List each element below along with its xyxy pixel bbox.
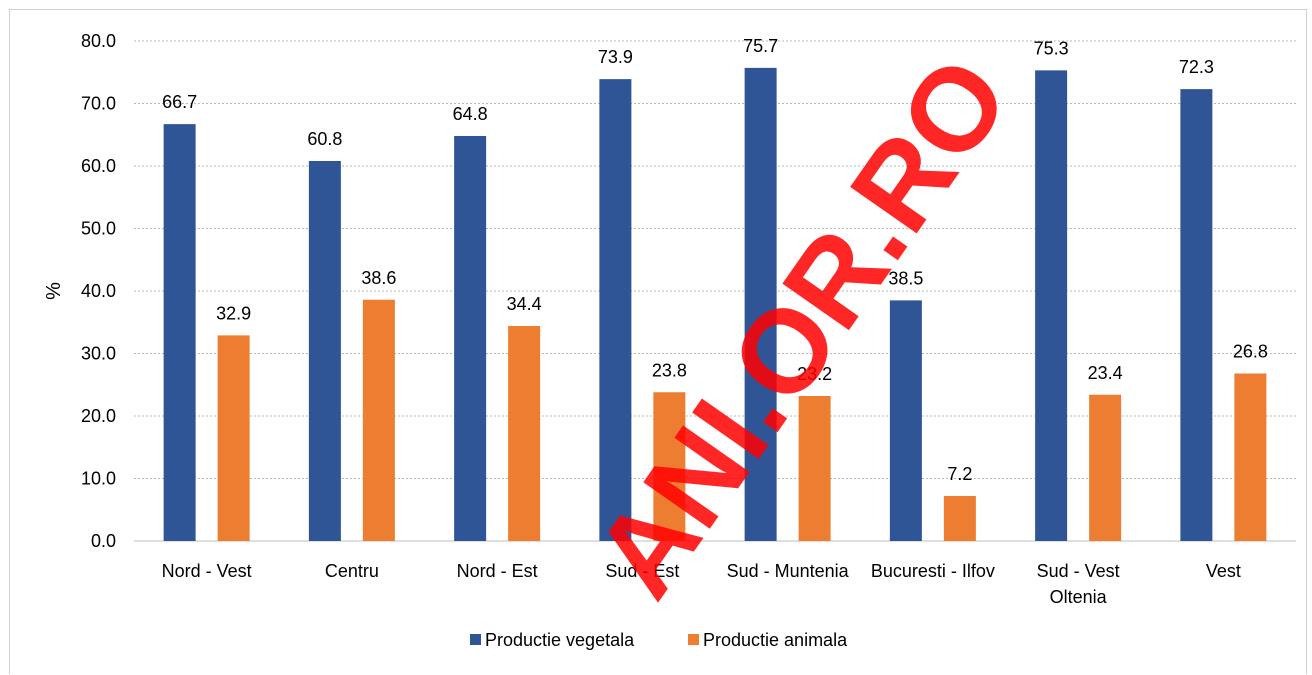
bar-animala [943,496,976,541]
bar-vegetala [744,67,777,541]
bar-animala [798,396,831,541]
data-label: 34.4 [507,294,542,314]
data-label: 38.5 [888,268,923,288]
bar-animala [217,335,250,541]
y-tick-label: 20.0 [81,406,116,426]
y-tick-label: 40.0 [81,281,116,301]
y-tick-label: 10.0 [81,469,116,489]
bar-vegetala [308,161,341,541]
y-tick-label: 30.0 [81,344,116,364]
data-label: 60.8 [307,129,342,149]
bar-vegetala [1035,70,1068,541]
x-category-label: Nord - Vest [162,561,252,581]
data-label: 26.8 [1233,342,1268,362]
data-label: 73.9 [598,47,633,67]
y-tick-label: 60.0 [81,156,116,176]
data-label: 23.8 [652,360,687,380]
bar-vegetala [1180,89,1213,541]
bar-vegetala [454,136,487,541]
bar-animala [653,392,686,541]
legend-swatch-vegetala [470,634,481,645]
y-tick-label: 80.0 [81,31,116,51]
data-label: 32.9 [216,303,251,323]
bar-vegetala [599,79,632,541]
data-label: 75.3 [1034,38,1069,58]
bar-vegetala [163,124,196,541]
legend-label: Productie vegetala [485,630,635,650]
x-category-label: Oltenia [1050,587,1108,607]
data-label: 72.3 [1179,57,1214,77]
bar-animala [1234,373,1267,541]
y-tick-label: 70.0 [81,94,116,114]
data-label: 7.2 [947,464,972,484]
data-label: 66.7 [162,92,197,112]
x-category-label: Sud - Muntenia [727,561,850,581]
x-category-label: Bucuresti - Ilfov [871,561,995,581]
legend-swatch-animala [688,634,699,645]
data-label: 75.7 [743,36,778,56]
chart-frame [9,9,1307,674]
x-category-label: Sud - Vest [1037,561,1120,581]
x-category-label: Centru [325,561,379,581]
x-category-label: Nord - Est [457,561,538,581]
data-label: 23.2 [797,364,832,384]
x-category-label: Vest [1206,561,1241,581]
data-label: 38.6 [361,268,396,288]
y-tick-label: 50.0 [81,219,116,239]
y-tick-label: 0.0 [91,531,116,551]
bar-animala [1089,394,1122,541]
bar-vegetala [889,300,922,541]
y-axis-title: % [43,282,65,300]
legend-label: Productie animala [703,630,848,650]
bar-animala [508,326,541,541]
x-category-label: Sud - Est [605,561,679,581]
data-label: 64.8 [453,104,488,124]
bar-animala [362,299,395,541]
data-label: 23.4 [1088,363,1123,383]
